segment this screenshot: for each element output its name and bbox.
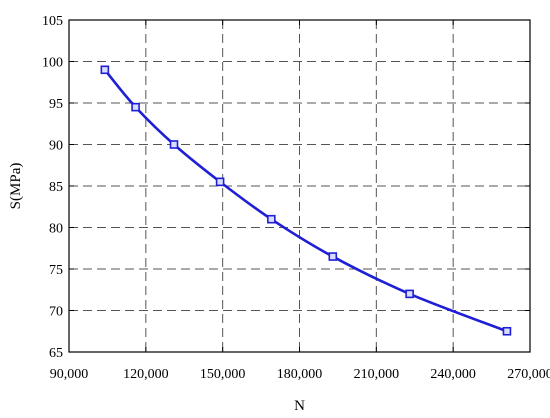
y-tick-label: 70 — [49, 305, 63, 320]
y-tick-label: 80 — [49, 222, 63, 237]
series-markers — [100, 65, 512, 336]
axis-ticks — [68, 19, 531, 353]
y-tick-label: 90 — [49, 139, 63, 154]
data-point-marker — [100, 65, 110, 75]
x-tick-label: 90,000 — [50, 367, 89, 382]
data-point-marker — [169, 140, 179, 149]
data-point-marker — [502, 326, 512, 336]
data-point-marker — [405, 289, 414, 299]
series-line — [103, 68, 508, 333]
data-point-marker — [215, 177, 225, 187]
x-tick-label: 240,000 — [430, 367, 476, 382]
x-tick-label: 150,000 — [200, 367, 246, 382]
x-tick-labels: 90,000 120,000 150,000 180,000 210,000 240,00… — [50, 367, 550, 382]
y-tick-label: 75 — [49, 263, 63, 278]
y-tick-label: 65 — [49, 346, 63, 361]
y-tick-label: 105 — [42, 14, 63, 29]
y-tick-label: 95 — [49, 97, 63, 112]
data-point-marker — [328, 252, 338, 261]
y-tick-label: 85 — [49, 180, 63, 195]
data-point-marker — [131, 102, 140, 112]
series-curve — [103, 68, 508, 333]
x-tick-label: 120,000 — [123, 367, 169, 382]
x-tick-label: 270,000 — [507, 367, 550, 382]
y-tick-labels: 65 70 75 80 85 90 95 100 105 — [42, 14, 63, 361]
x-tick-label: 180,000 — [277, 367, 323, 382]
grid-lines — [69, 20, 530, 352]
x-axis-title: N — [294, 398, 305, 414]
data-point-marker — [267, 214, 276, 224]
y-axis-title: S(MPa) — [8, 163, 24, 210]
x-tick-label: 210,000 — [354, 367, 400, 382]
y-tick-label: 100 — [42, 56, 63, 71]
